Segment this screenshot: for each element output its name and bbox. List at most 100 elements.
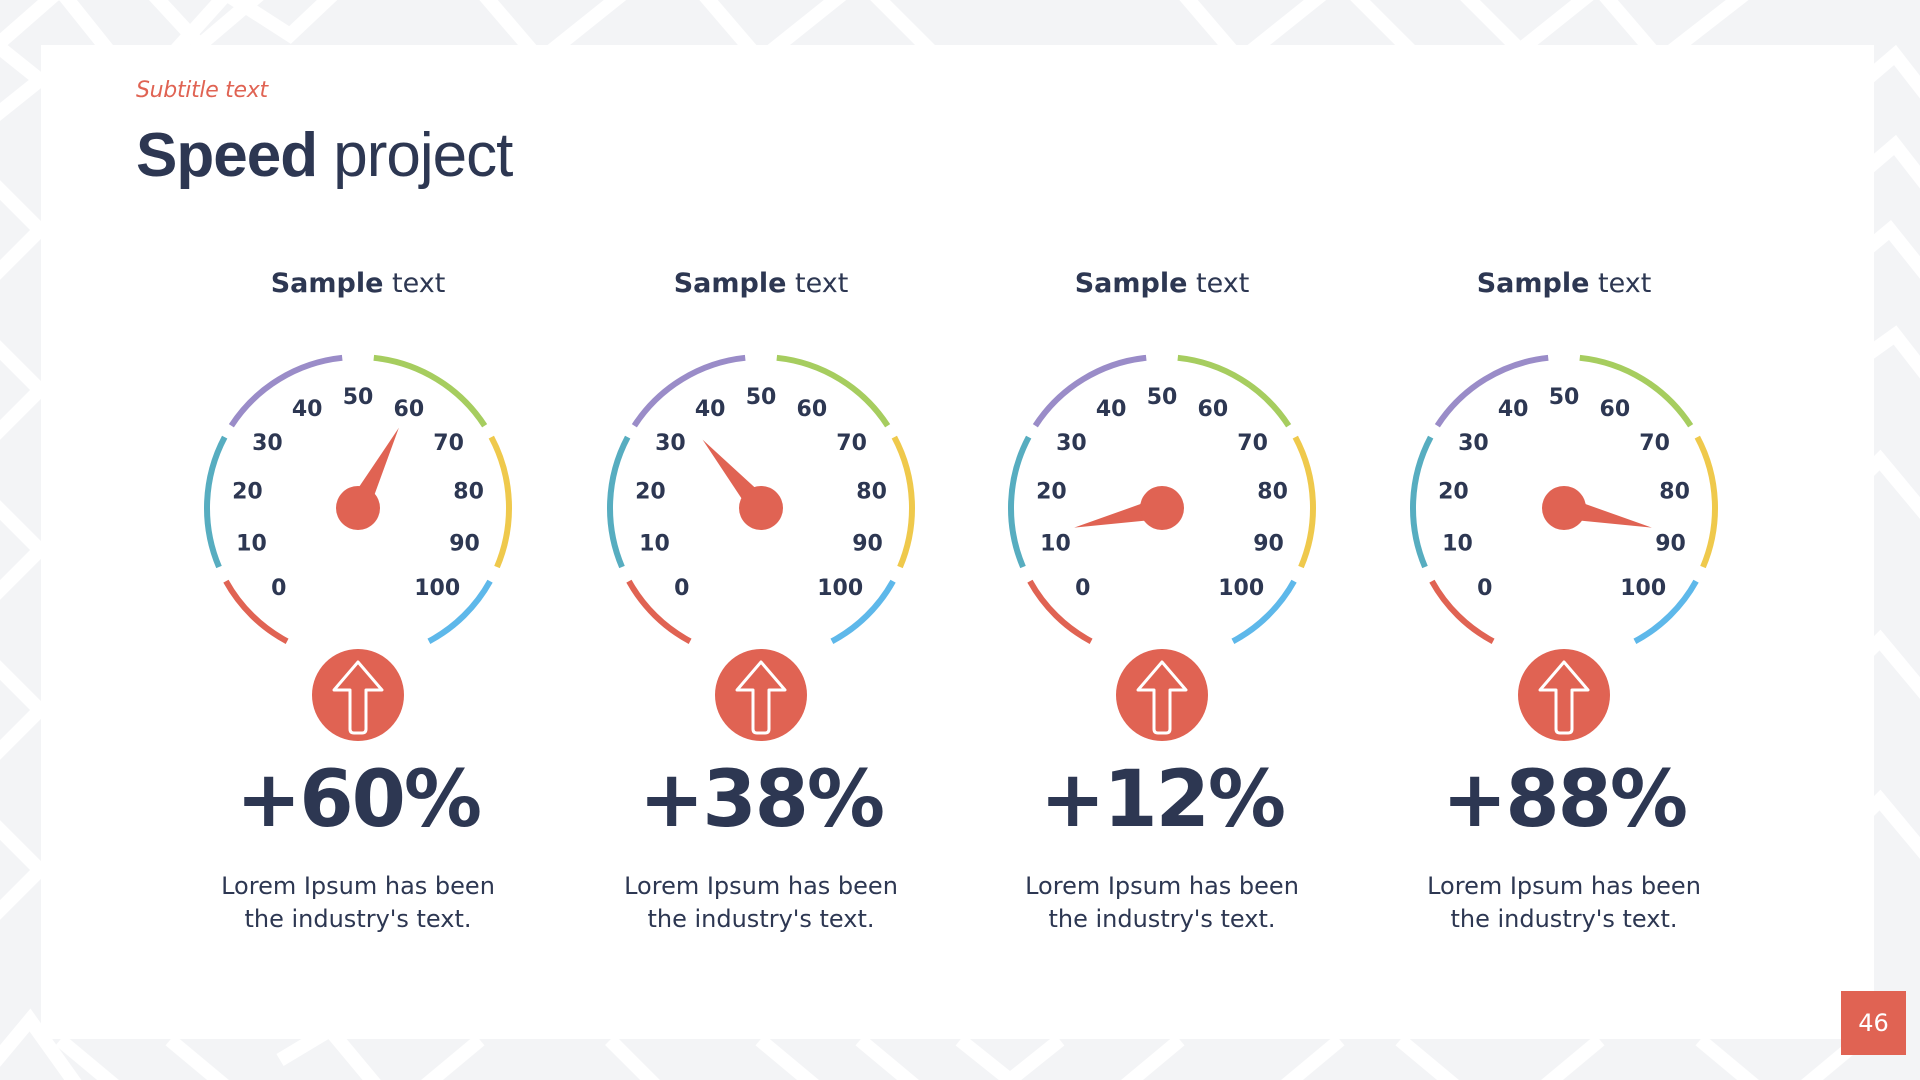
gauge-scale-label: 100 — [1620, 576, 1666, 601]
gauge-arc-segment — [1292, 435, 1316, 569]
slide-card — [41, 45, 1874, 1039]
column-heading-light: text — [795, 268, 849, 299]
gauge-scale-label: 20 — [635, 479, 666, 504]
column-description: Lorem Ipsum has been the industry's text. — [561, 870, 961, 936]
gauge-scale-label: 20 — [232, 479, 263, 504]
gauge-scale-label: 100 — [414, 576, 460, 601]
gauge-arc-segment — [1027, 579, 1093, 644]
percent-value: +60% — [235, 755, 482, 845]
slide-title: Speed project — [136, 120, 513, 191]
gauge-scale-label: 60 — [797, 397, 828, 422]
gauge-arc-segment — [427, 579, 493, 644]
gauge-arc-segment — [607, 435, 631, 569]
description-line-1: Lorem Ipsum has been — [624, 872, 898, 900]
description-line-2: the industry's text. — [244, 905, 472, 933]
gauge-arc-segment — [891, 435, 915, 569]
gauge-scale-label: 80 — [453, 479, 484, 504]
gauge-scale-label: 70 — [1639, 431, 1670, 456]
gauge-scale-label: 30 — [1056, 431, 1087, 456]
gauge-arc-segment — [488, 435, 512, 569]
gauge-scale-label: 90 — [449, 532, 480, 557]
gauge-arc-segment — [204, 435, 228, 569]
gauge-scale-label: 0 — [1477, 576, 1492, 601]
gauge-scale-label: 90 — [852, 532, 883, 557]
description-line-2: the industry's text. — [647, 905, 875, 933]
column-description: Lorem Ipsum has been the industry's text. — [962, 870, 1362, 936]
speed-column-3: Sample text 0 10 20 30 40 50 60 70 80 90 100 +12% … — [962, 0, 1362, 1080]
description-line-1: Lorem Ipsum has been — [1025, 872, 1299, 900]
gauge-scale-label: 10 — [639, 532, 670, 557]
gauge-scale-label: 30 — [655, 431, 686, 456]
gauge-arc-segment — [1008, 435, 1032, 569]
gauge-scale-label: 70 — [433, 431, 464, 456]
column-description: Lorem Ipsum has been the industry's text. — [158, 870, 558, 936]
gauge-arc-segment — [1633, 579, 1699, 644]
column-heading-bold: Sample — [673, 268, 787, 299]
gauge-needle-hub — [1140, 486, 1184, 530]
description-line-1: Lorem Ipsum has been — [221, 872, 495, 900]
gauge-scale-label: 40 — [1498, 397, 1529, 422]
gauge-scale-label: 80 — [856, 479, 887, 504]
gauge-arc-segment — [830, 579, 896, 644]
arrow-up-icon — [312, 649, 404, 741]
gauge-arc-segment — [631, 354, 746, 428]
column-heading-bold: Sample — [1476, 268, 1590, 299]
percent-value: +38% — [638, 755, 885, 845]
gauge-scale-label: 20 — [1036, 479, 1067, 504]
gauge-scale-label: 70 — [836, 431, 867, 456]
gauge-arc-segment — [1032, 354, 1147, 428]
slide-subtitle: Subtitle text — [136, 78, 268, 103]
arrow-up-icon — [715, 649, 807, 741]
gauge-scale-label: 20 — [1438, 479, 1469, 504]
column-heading-light: text — [1196, 268, 1250, 299]
gauge-scale-label: 30 — [1458, 431, 1489, 456]
gauge-arc-segment — [1429, 579, 1495, 644]
gauge-scale-label: 10 — [1040, 532, 1071, 557]
arrow-up-icon — [1116, 649, 1208, 741]
percent-value: +12% — [1039, 755, 1286, 845]
column-heading-bold: Sample — [270, 268, 384, 299]
gauge-scale-label: 60 — [394, 397, 425, 422]
speedometer-gauge: 010 20 30 40 50 60 70 80 90 100 — [607, 354, 915, 644]
description-line-2: the industry's text. — [1048, 905, 1276, 933]
gauge-scale-label: 60 — [1198, 397, 1229, 422]
gauge-scale-label: 0 — [674, 576, 689, 601]
gauge-arc-segment — [1579, 354, 1694, 428]
gauge-arc-segment — [228, 354, 343, 428]
column-heading: Sample text — [962, 268, 1362, 299]
speedometer-gauge: 010 20 30 40 50 60 70 80 90 100 — [204, 354, 512, 644]
gauge-scale-label: 100 — [817, 576, 863, 601]
gauge-arc-segment — [1694, 435, 1718, 569]
speedometer-gauge: 010 20 30 40 50 60 70 80 90 100 — [1008, 354, 1316, 644]
gauge-scale-label: 80 — [1257, 479, 1288, 504]
gauge-scale-label: 100 — [1218, 576, 1264, 601]
gauge-scale-label: 50 — [343, 385, 374, 410]
gauge-scale-label: 50 — [1147, 385, 1178, 410]
gauge-scale-label: 50 — [746, 385, 777, 410]
gauge-scale-label: 40 — [292, 397, 323, 422]
gauge-arc-segment — [626, 579, 692, 644]
gauge-needle-hub — [336, 486, 380, 530]
column-heading: Sample text — [158, 268, 558, 299]
gauge-arc-segment — [1231, 579, 1297, 644]
column-description: Lorem Ipsum has been the industry's text. — [1364, 870, 1764, 936]
gauge-scale-label: 90 — [1655, 532, 1686, 557]
gauge-scale-label: 10 — [236, 532, 267, 557]
arrow-up-icon — [1518, 649, 1610, 741]
gauge-scale-label: 70 — [1237, 431, 1268, 456]
gauge-arc-segment — [1410, 435, 1434, 569]
column-heading: Sample text — [1364, 268, 1764, 299]
description-line-2: the industry's text. — [1450, 905, 1678, 933]
gauge-scale-label: 0 — [1075, 576, 1090, 601]
gauge-needle-hub — [739, 486, 783, 530]
gauge-scale-label: 30 — [252, 431, 283, 456]
gauge-arc-segment — [1177, 354, 1292, 428]
gauge-arc-segment — [223, 579, 289, 644]
gauge-scale-label: 40 — [695, 397, 726, 422]
column-heading: Sample text — [561, 268, 961, 299]
gauge-arc-segment — [373, 354, 488, 428]
gauge-arc-segment — [776, 354, 891, 428]
gauge-needle-hub — [1542, 486, 1586, 530]
gauge-arc-segment — [1434, 354, 1549, 428]
speed-column-2: Sample text 0 10 20 30 40 50 60 70 80 90 100 +38% … — [561, 0, 961, 1080]
